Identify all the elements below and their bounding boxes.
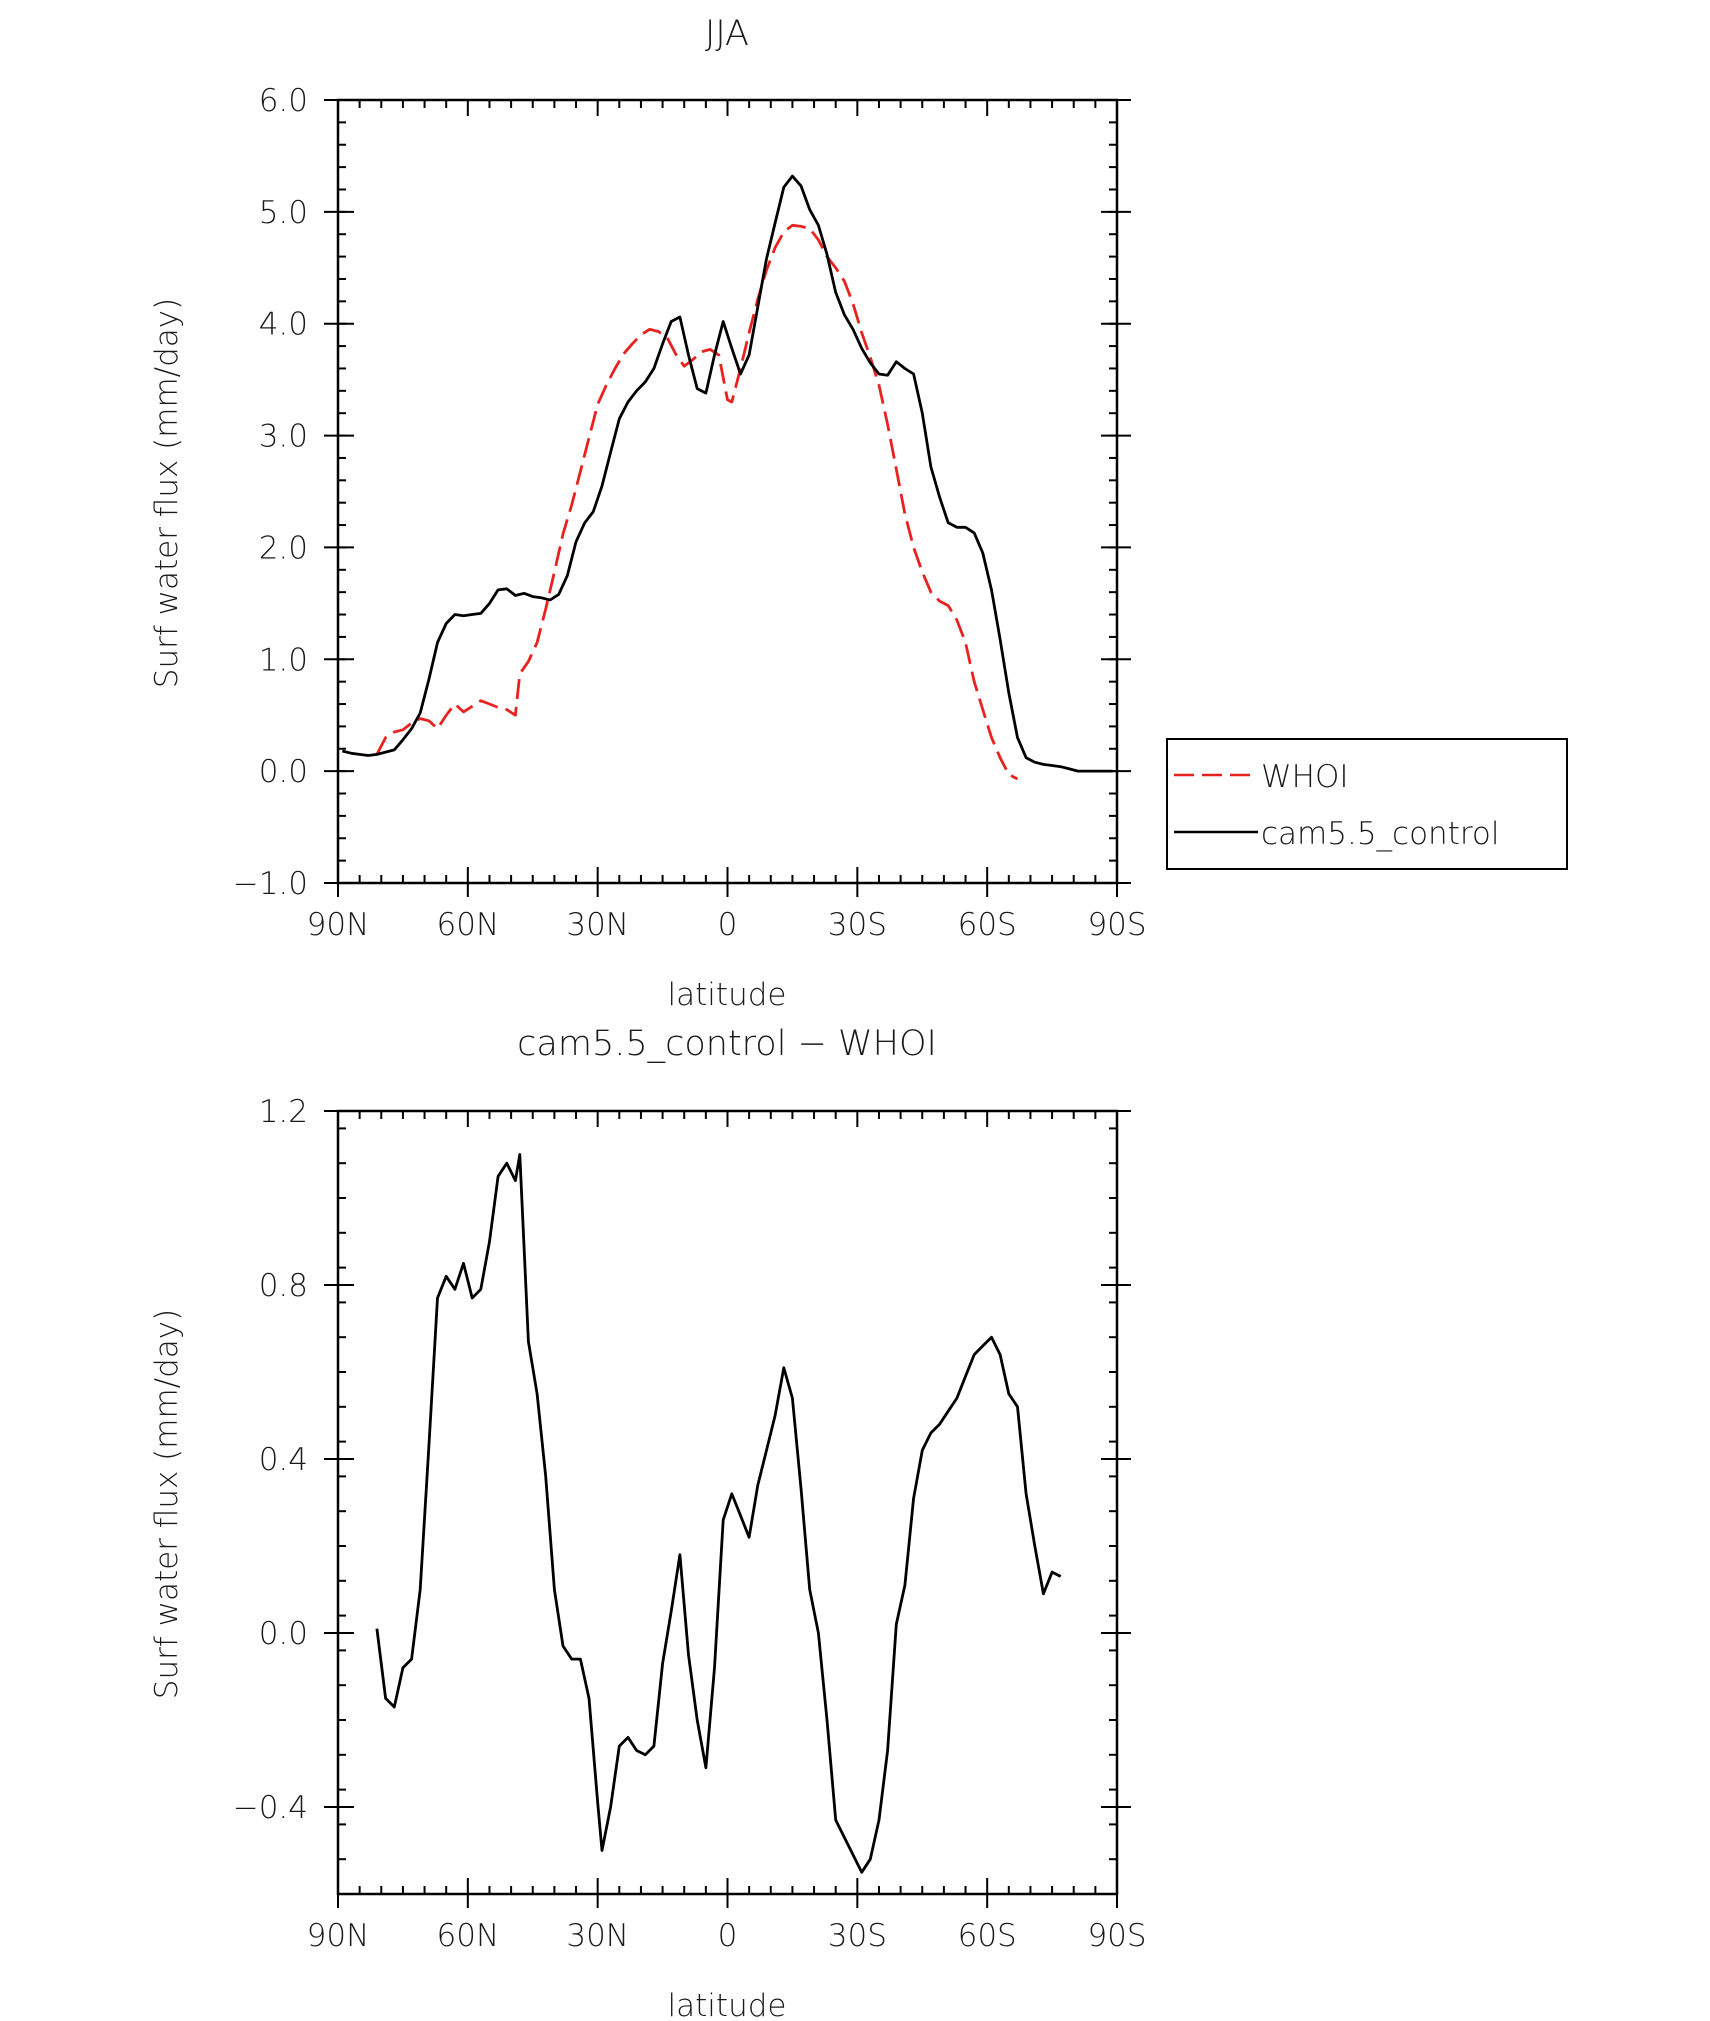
legend: WHOI cam5.5_control <box>1166 738 1568 870</box>
legend-box <box>1166 738 1568 870</box>
bottom-y-tick-label: −0.4 <box>233 1790 308 1826</box>
top-y-tick-label: −1.0 <box>233 866 308 902</box>
bottom-x-tick-label: 30S <box>828 1918 887 1954</box>
bottom-x-axis-title: latitude <box>668 1988 787 2021</box>
bottom-x-tick-label: 90S <box>1087 1918 1146 1954</box>
bottom-series-line-difference <box>375 1153 1062 1874</box>
top-x-tick-label: 60S <box>958 907 1017 943</box>
top-x-tick-label: 90S <box>1087 907 1146 943</box>
top-chart-title: JJA <box>705 14 749 54</box>
top-x-axis-title: latitude <box>668 977 787 1013</box>
bottom-y-axis-title: Surf water flux (mm/day) <box>149 1309 185 1699</box>
top-y-tick-label: 0.0 <box>259 754 308 790</box>
bottom-x-tick-label: 60N <box>437 1918 500 1954</box>
bottom-x-tick-label: 30N <box>566 1918 629 1954</box>
bottom-chart-title: cam5.5_control − WHOI <box>517 1024 937 1064</box>
bottom-y-tick-label: 0.8 <box>259 1268 308 1304</box>
bottom-x-tick-label: 60S <box>958 1918 1017 1954</box>
top-y-tick-label: 5.0 <box>259 195 308 231</box>
top-x-tick-label: 30S <box>828 907 887 943</box>
top-y-tick-label: 4.0 <box>259 307 308 343</box>
bottom-x-tick-label: 0 <box>718 1918 738 1954</box>
top-y-tick-label: 3.0 <box>259 419 308 455</box>
top-plot-frame <box>336 98 1119 885</box>
bottom-plot-area: 90N 60N 30N 0 30S 60S 90S −0.4 0.0 0.4 0.8 1.2 <box>233 1094 1147 1954</box>
top-plot-area: 90N 60N 30N 0 30S 60S 90S −1.0 0.0 1.0 2.0 3.0 4.0 5.… <box>233 83 1147 943</box>
bottom-y-tick-label: 1.2 <box>259 1094 308 1130</box>
top-x-tick-label: 30N <box>566 907 629 943</box>
top-y-axis-title: Surf water flux (mm/day) <box>149 298 185 688</box>
top-y-tick-label: 1.0 <box>259 642 308 678</box>
legend-whoi-label: WHOI <box>1261 759 1349 795</box>
bottom-y-tick-label: 0.4 <box>259 1442 308 1478</box>
top-panel: JJA 90N 60N 30N 0 30S 60S 90S −1.0 0.0 1.0 2.0 3.0 4… <box>149 14 1568 1013</box>
top-x-tick-label: 0 <box>718 907 738 943</box>
bottom-x-tick-label: 90N <box>307 1918 370 1954</box>
top-y-tick-label: 6.0 <box>259 83 308 119</box>
bottom-y-tick-label: 0.0 <box>259 1616 308 1652</box>
top-series-line-whoi <box>375 223 1019 781</box>
top-y-tick-label: 2.0 <box>259 530 308 566</box>
top-x-tick-label: 60N <box>437 907 500 943</box>
top-x-tick-label: 90N <box>307 907 370 943</box>
top-series-line-cam5-5-control <box>341 174 1113 773</box>
bottom-panel: cam5.5_control − WHOI 90N 60N 30N 0 30S 60S 90… <box>149 1024 1147 2021</box>
legend-cam-label: cam5.5_control <box>1261 816 1500 852</box>
